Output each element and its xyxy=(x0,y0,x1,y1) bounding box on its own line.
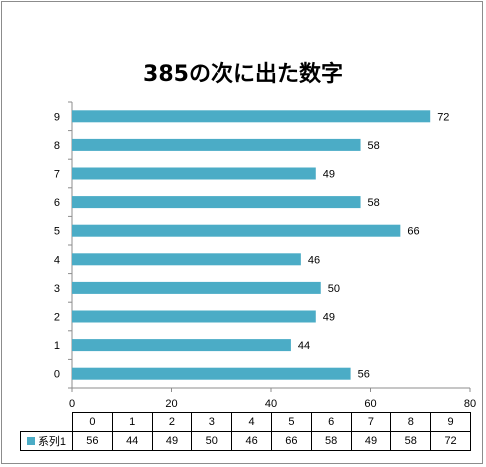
bar-5 xyxy=(72,224,401,237)
data-table-value: 58 xyxy=(390,431,432,451)
data-table-value: 56 xyxy=(72,431,113,451)
data-label: 49 xyxy=(323,312,335,324)
data-label: 56 xyxy=(358,369,370,381)
data-table-value: 46 xyxy=(231,431,272,451)
data-table-value: 49 xyxy=(151,431,193,451)
data-table-value: 44 xyxy=(111,431,153,451)
data-table-category: 7 xyxy=(350,412,392,432)
data-table-category: 0 xyxy=(72,412,113,432)
legend-series-name: 系列1 xyxy=(37,436,67,448)
data-table-value: 58 xyxy=(310,431,352,451)
data-label: 72 xyxy=(437,111,449,123)
data-label: 44 xyxy=(298,340,310,352)
x-tick-label: 0 xyxy=(69,398,75,410)
y-tick-label: 3 xyxy=(54,283,60,295)
bar-8 xyxy=(72,138,361,151)
data-table-category: 8 xyxy=(390,412,432,432)
x-tick-label: 40 xyxy=(265,398,277,410)
data-table-category: 6 xyxy=(310,412,352,432)
y-tick-label: 1 xyxy=(54,340,60,352)
y-tick-label: 0 xyxy=(54,369,60,381)
data-label: 46 xyxy=(308,254,320,266)
data-label: 50 xyxy=(328,283,340,295)
data-table-category: 5 xyxy=(270,412,312,432)
y-tick-label: 8 xyxy=(54,140,60,152)
y-tick-label: 6 xyxy=(54,197,60,209)
data-label: 49 xyxy=(323,169,335,181)
data-table-value: 66 xyxy=(270,431,312,451)
data-table-category: 1 xyxy=(111,412,153,432)
bar-7 xyxy=(72,167,316,180)
y-tick-label: 7 xyxy=(54,169,60,181)
bar-2 xyxy=(72,310,316,323)
data-table-series-header: 系列1 xyxy=(20,431,73,451)
data-label: 58 xyxy=(368,140,380,152)
bar-4 xyxy=(72,253,301,266)
y-tick-label: 2 xyxy=(54,312,60,324)
y-tick-label: 5 xyxy=(54,226,60,238)
legend-key xyxy=(26,437,35,445)
bar-9 xyxy=(72,110,431,123)
x-tick-label: 80 xyxy=(464,398,476,410)
bar-1 xyxy=(72,339,291,352)
x-tick-label: 20 xyxy=(165,398,177,410)
bar-3 xyxy=(72,281,321,294)
data-label: 58 xyxy=(368,197,380,209)
data-table-category: 2 xyxy=(151,412,193,432)
data-table-category: 9 xyxy=(430,412,471,432)
data-table-value: 72 xyxy=(430,431,471,451)
data-label: 66 xyxy=(407,226,419,238)
data-table-corner xyxy=(21,413,73,432)
data-table-value: 49 xyxy=(350,431,392,451)
y-tick-label: 4 xyxy=(54,254,60,266)
data-table: 0 1 2 3 4 5 6 7 8 9 系列1 56 44 49 50 46 66 58 49 58 72 xyxy=(20,412,471,451)
chart-title: 385の次に出た数字 xyxy=(143,62,343,87)
bar-6 xyxy=(72,196,361,209)
data-table-value: 50 xyxy=(191,431,233,451)
data-table-category: 3 xyxy=(191,412,233,432)
bar-0 xyxy=(72,367,351,380)
x-tick-label: 60 xyxy=(364,398,376,410)
data-table-category: 4 xyxy=(231,412,272,432)
y-tick-label: 9 xyxy=(54,111,60,123)
